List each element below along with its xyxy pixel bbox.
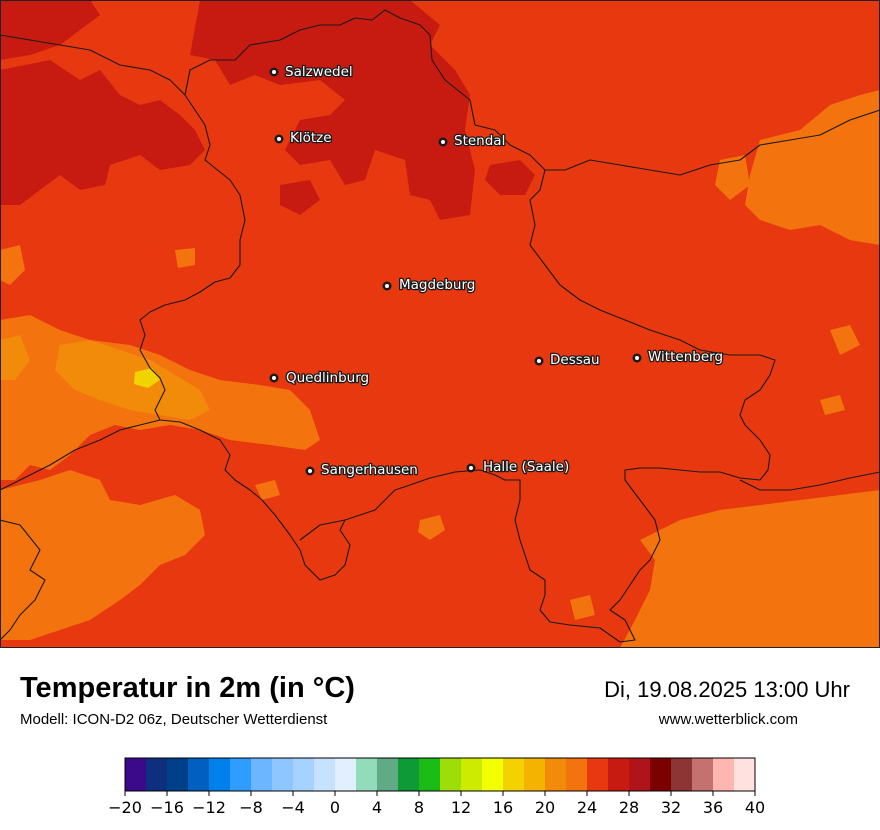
state-border-brandenburg [545,109,880,176]
colorbar-tick-label: 32 [661,798,681,817]
colorbar-tick-label: 24 [577,798,597,817]
temperature-colorbar: −20 −16 −12 −8 −4 0 4 8 12 16 20 24 28 32 36 40 [108,757,765,817]
colorbar-swatch [314,758,336,791]
colorbar-swatch [671,758,693,791]
colorbar-tick-label: 20 [535,798,555,817]
colorbar-frame [124,757,756,792]
colorbar-swatch [524,758,546,791]
colorbar-swatch [440,758,462,791]
city-label: Stendal [454,133,505,149]
colorbar-tick-label: −12 [192,798,226,817]
model-credit: Modell: ICON-D2 06z, Deutscher Wetterdie… [20,711,328,728]
city-dessau[interactable]: Dessau [534,351,601,369]
website-link[interactable]: www.wetterblick.com [658,711,798,728]
region-borders [0,9,880,643]
colorbar-swatch [167,758,189,791]
city-wittenberg[interactable]: Wittenberg [632,348,724,366]
colorbar-swatch [146,758,168,791]
colorbar-swatch [608,758,630,791]
colorbar-tick-label: 4 [372,798,382,817]
colorbar-swatch [377,758,399,791]
state-border-west-south [0,419,161,491]
colorbar-tick-label: 40 [745,798,765,817]
colorbar-swatch [461,758,483,791]
colorbar-swatch [713,758,735,791]
temperature-zone-peak [134,368,160,388]
state-border [139,9,776,643]
colorbar-swatch [692,758,714,791]
city-label: Quedlinburg [286,370,369,386]
state-border-southwest [0,519,46,641]
colorbar-swatch [188,758,210,791]
city-quedlinburg[interactable]: Quedlinburg [269,369,370,387]
colorbar-tick-label: 16 [493,798,513,817]
state-border-thuringia [299,519,346,541]
city-label: Wittenberg [648,349,723,365]
colorbar-ticks: −20 −16 −12 −8 −4 0 4 8 12 16 20 24 28 32 36 40 [108,791,765,817]
city-label: Magdeburg [399,277,475,293]
forecast-datetime: Di, 19.08.2025 13:00 Uhr [604,677,850,702]
colorbar-swatch [230,758,252,791]
colorbar-swatch [566,758,588,791]
city-label: Klötze [290,130,332,146]
temperature-zone-mild [0,335,210,420]
colorbar-swatch [629,758,651,791]
colorbar-swatch [272,758,294,791]
colorbar-swatch [398,758,420,791]
colorbar-swatches [125,758,756,791]
colorbar-swatch [545,758,567,791]
colorbar-swatch [251,758,273,791]
city-label: Salzwedel [285,64,353,80]
colorbar-tick-label: −8 [239,798,263,817]
country-border-north [0,34,186,96]
city-sangerhausen[interactable]: Sangerhausen [305,461,419,479]
colorbar-swatch [650,758,672,791]
colorbar-swatch [356,758,378,791]
city-halle-saale[interactable]: Halle (Saale) [466,458,571,476]
temperature-map: Salzwedel Klötze Stendal Magdeburg Dessa… [0,0,880,648]
city-stendal[interactable]: Stendal [438,132,507,150]
city-label: Halle (Saale) [483,459,569,475]
city-markers: Salzwedel Klötze Stendal Magdeburg Dessa… [269,63,724,479]
colorbar-swatch [419,758,441,791]
colorbar-tick-label: 12 [451,798,471,817]
map-title: Temperatur in 2m (in °C) [20,672,355,704]
colorbar-swatch [587,758,609,791]
city-magdeburg[interactable]: Magdeburg [382,276,477,294]
colorbar-swatch [293,758,315,791]
colorbar-tick-label: 0 [330,798,340,817]
colorbar-tick-label: 28 [619,798,639,817]
colorbar-tick-label: −4 [281,798,305,817]
colorbar-tick-label: −20 [108,798,142,817]
colorbar-swatch [734,758,756,791]
temperature-zone-hot [0,0,535,220]
colorbar-swatch [335,758,357,791]
colorbar-swatch [503,758,525,791]
city-kloetze[interactable]: Klötze [274,129,333,147]
colorbar-tick-label: 8 [414,798,424,817]
colorbar-tick-label: 36 [703,798,723,817]
colorbar-tick-label: −16 [150,798,184,817]
city-label: Sangerhausen [321,462,418,478]
state-border-east [739,471,880,491]
city-salzwedel[interactable]: Salzwedel [269,63,354,81]
city-label: Dessau [550,352,600,368]
colorbar-swatch [125,758,147,791]
colorbar-swatch [482,758,504,791]
colorbar-swatch [209,758,231,791]
